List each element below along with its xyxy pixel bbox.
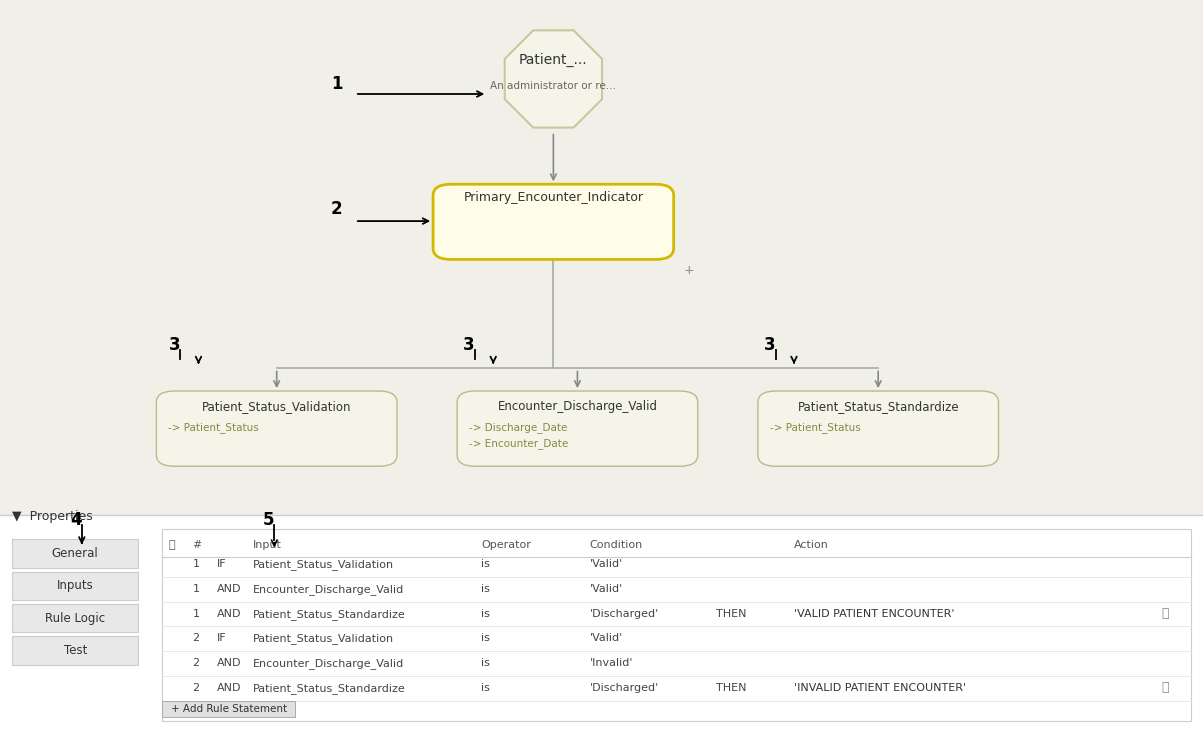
Text: is: is [481,584,490,594]
Text: is: is [481,559,490,569]
Text: -> Patient_Status: -> Patient_Status [770,422,860,432]
Text: 🗑: 🗑 [1161,607,1168,620]
Text: #: # [192,540,202,550]
FancyBboxPatch shape [457,391,698,466]
Text: 1: 1 [331,74,343,92]
Text: Patient_Status_Standardize: Patient_Status_Standardize [253,608,405,620]
Text: Patient_Status_Standardize: Patient_Status_Standardize [253,683,405,694]
Text: 2: 2 [192,658,200,669]
Text: Encounter_Discharge_Valid: Encounter_Discharge_Valid [497,399,658,413]
Text: 'Valid': 'Valid' [589,559,623,569]
Text: 2: 2 [192,633,200,644]
FancyBboxPatch shape [0,0,1203,515]
Text: Operator: Operator [481,540,531,550]
Text: IF: IF [217,559,226,569]
Text: is: is [481,658,490,669]
Text: + Add Rule Statement: + Add Rule Statement [171,704,286,714]
FancyBboxPatch shape [164,553,1190,576]
Text: Patient_Status_Validation: Patient_Status_Validation [202,399,351,413]
Text: 'Discharged': 'Discharged' [589,683,659,693]
Text: 3: 3 [764,335,776,353]
Text: 5: 5 [262,511,274,529]
Text: Input: Input [253,540,282,550]
FancyBboxPatch shape [164,602,1190,626]
Text: 1: 1 [192,584,200,594]
Text: An administrator or re...: An administrator or re... [491,81,616,92]
Text: 'Valid': 'Valid' [589,584,623,594]
Text: THEN: THEN [716,683,746,693]
Text: Action: Action [794,540,829,550]
Text: AND: AND [217,683,241,693]
Polygon shape [505,30,602,128]
FancyBboxPatch shape [156,391,397,466]
Text: 4: 4 [70,511,82,529]
Text: Encounter_Discharge_Valid: Encounter_Discharge_Valid [253,658,404,669]
Text: 'Invalid': 'Invalid' [589,658,633,669]
Text: 'Valid': 'Valid' [589,633,623,644]
FancyBboxPatch shape [0,515,1203,752]
Text: THEN: THEN [716,608,746,619]
Text: +: + [685,264,694,277]
FancyBboxPatch shape [12,572,138,600]
Text: Patient_Status_Validation: Patient_Status_Validation [253,559,393,570]
Text: is: is [481,608,490,619]
Text: 3: 3 [463,335,475,353]
Text: Inputs: Inputs [57,579,94,593]
FancyBboxPatch shape [12,604,138,632]
Text: AND: AND [217,658,241,669]
Text: -> Discharge_Date: -> Discharge_Date [469,422,568,432]
Text: 3: 3 [168,335,180,353]
Text: ᵹ: ᵹ [168,540,176,550]
Text: Patient_Status_Standardize: Patient_Status_Standardize [798,399,959,413]
Text: -> Encounter_Date: -> Encounter_Date [469,438,569,449]
FancyBboxPatch shape [433,184,674,259]
FancyBboxPatch shape [758,391,998,466]
FancyBboxPatch shape [164,652,1190,675]
Text: is: is [481,683,490,693]
Text: 'VALID PATIENT ENCOUNTER': 'VALID PATIENT ENCOUNTER' [794,608,954,619]
Text: IF: IF [217,633,226,644]
Text: 'INVALID PATIENT ENCOUNTER': 'INVALID PATIENT ENCOUNTER' [794,683,966,693]
Text: Test: Test [64,644,87,657]
Text: 1: 1 [192,608,200,619]
Text: General: General [52,547,99,560]
Text: is: is [481,633,490,644]
Text: -> Patient_Status: -> Patient_Status [168,422,259,432]
FancyBboxPatch shape [162,529,1191,721]
Text: 'Discharged': 'Discharged' [589,608,659,619]
Text: Patient_...: Patient_... [518,53,588,67]
Text: 2: 2 [192,683,200,693]
Text: 🗑: 🗑 [1161,681,1168,694]
Text: Primary_Encounter_Indicator: Primary_Encounter_Indicator [463,191,644,205]
FancyBboxPatch shape [12,636,138,665]
Text: Patient_Status_Validation: Patient_Status_Validation [253,633,393,644]
FancyBboxPatch shape [162,701,295,717]
Text: AND: AND [217,608,241,619]
Text: AND: AND [217,584,241,594]
Text: ▼  Properties: ▼ Properties [12,511,93,523]
Text: Condition: Condition [589,540,642,550]
Text: 2: 2 [331,200,343,218]
Text: Encounter_Discharge_Valid: Encounter_Discharge_Valid [253,584,404,595]
Text: Rule Logic: Rule Logic [46,611,105,625]
Text: 1: 1 [192,559,200,569]
FancyBboxPatch shape [12,539,138,568]
